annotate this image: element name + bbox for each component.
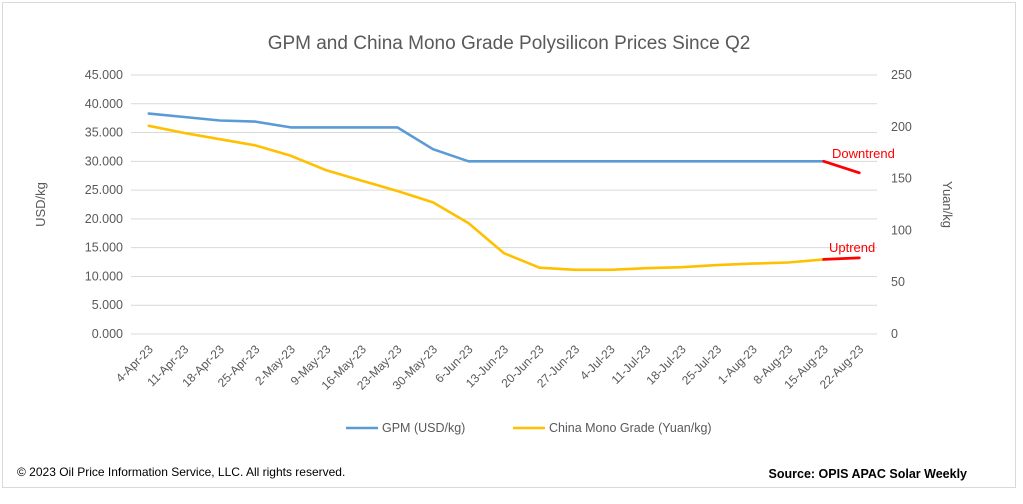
y-left-tick-label: 15.000 [85, 241, 123, 255]
y-right-tick-label: 250 [891, 68, 912, 82]
chart-svg: GPM and China Mono Grade Polysilicon Pri… [33, 33, 955, 435]
trend-segment-1 [822, 256, 861, 261]
y-right-tick-label: 200 [891, 120, 912, 134]
y-left-tick-label: 25.000 [85, 183, 123, 197]
y-left-tick-label: 45.000 [85, 68, 123, 82]
y-right-tick-label: 100 [891, 223, 912, 237]
legend-label-1: China Mono Grade (Yuan/kg) [549, 421, 712, 435]
copyright-text: © 2023 Oil Price Information Service, LL… [17, 465, 346, 479]
y-left-tick-label: 40.000 [85, 97, 123, 111]
series-line-1 [147, 124, 826, 272]
y-left-tick-label: 35.000 [85, 126, 123, 140]
source-text: Source: OPIS APAC Solar Weekly [768, 467, 967, 481]
y-left-tick-label: 5.000 [92, 298, 123, 312]
y-right-tick-label: 50 [891, 275, 905, 289]
series-line-0 [147, 112, 826, 163]
y-left-tick-label: 30.000 [85, 154, 123, 168]
y-left-axis-title: USD/kg [33, 182, 48, 227]
y-left-tick-label: 0.000 [92, 327, 123, 341]
y-right-tick-label: 0 [891, 327, 898, 341]
y-right-axis-title: Yuan/kg [940, 181, 955, 228]
annotation-uptrend: Uptrend [829, 240, 875, 255]
y-left-tick-label: 10.000 [85, 269, 123, 283]
y-right-tick-label: 150 [891, 172, 912, 186]
legend-label-0: GPM (USD/kg) [382, 421, 465, 435]
chart-frame: GPM and China Mono Grade Polysilicon Pri… [2, 2, 1016, 488]
annotation-downtrend: Downtrend [832, 146, 895, 161]
y-left-tick-label: 20.000 [85, 212, 123, 226]
chart-title: GPM and China Mono Grade Polysilicon Pri… [268, 33, 751, 54]
trend-segment-0 [822, 159, 861, 175]
